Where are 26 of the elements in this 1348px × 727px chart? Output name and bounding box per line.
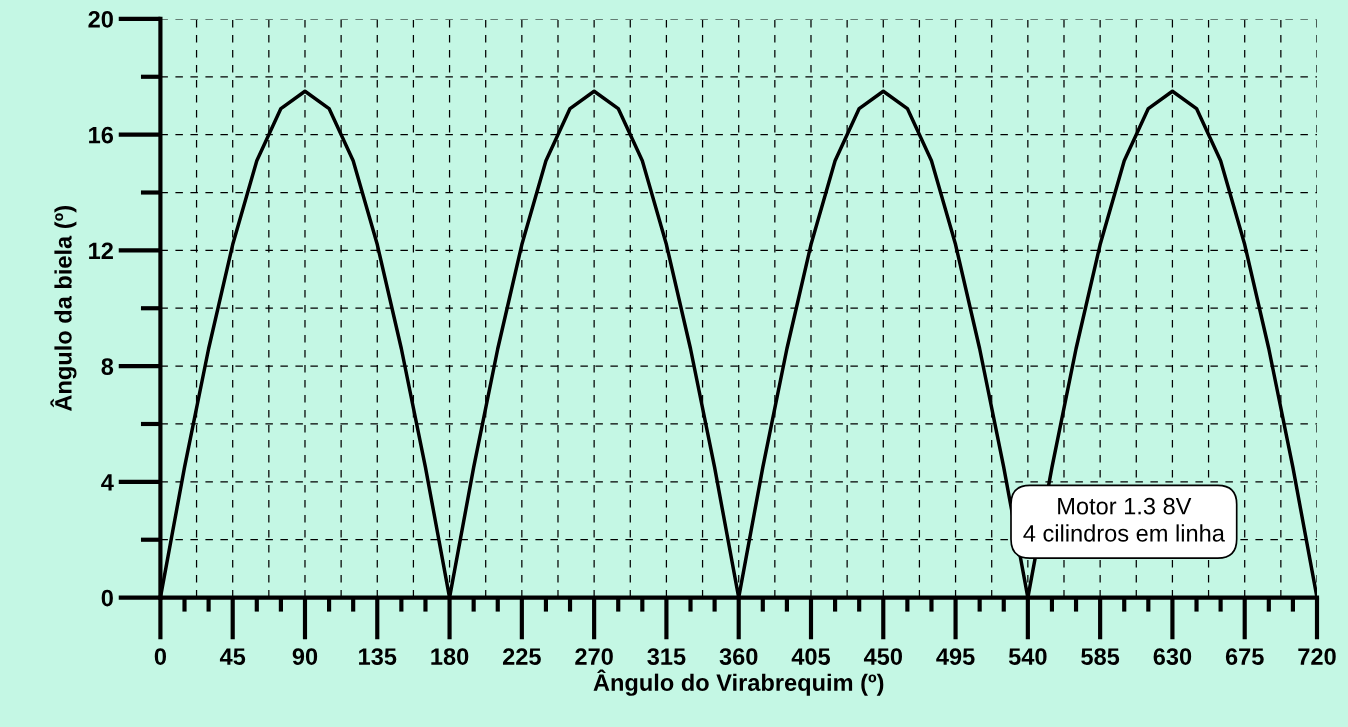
x-tick-label: 90 [292,648,318,665]
x-tick-label: 270 [575,648,613,665]
y-tick-label: 8 [101,358,114,375]
x-tick-label: 450 [863,648,903,665]
y-axis-title: Ângulo da biela (º) [50,206,77,411]
x-tick-label: 360 [719,648,758,665]
x-tick-label: 405 [791,648,831,665]
x-tick-label: 495 [936,648,975,665]
y-tick-label: 0 [101,589,113,607]
x-tick-label: 225 [502,648,541,665]
x-tick-label: 540 [1008,648,1047,665]
y-tick-label: 4 [101,474,114,491]
x-tick-label: 0 [154,648,167,665]
x-tick-label: 135 [359,648,397,665]
x-tick-label: 45 [219,648,246,665]
x-tick-label: 720 [1298,648,1336,665]
x-tick-label: 585 [1081,648,1120,665]
y-tick-label: 16 [89,126,114,144]
x-tick-label: 180 [431,648,469,665]
x-tick-label: 675 [1225,648,1264,665]
y-tick-label: 20 [88,10,113,28]
x-tick-label: 630 [1153,648,1192,665]
x-tick-label: 315 [647,648,686,665]
y-tick-label: 12 [89,242,113,259]
x-axis-title: Ângulo do Virabrequim (º) [593,669,884,696]
annotation: Motor 1.3 8V 4 cilindros em linha [1023,497,1225,542]
